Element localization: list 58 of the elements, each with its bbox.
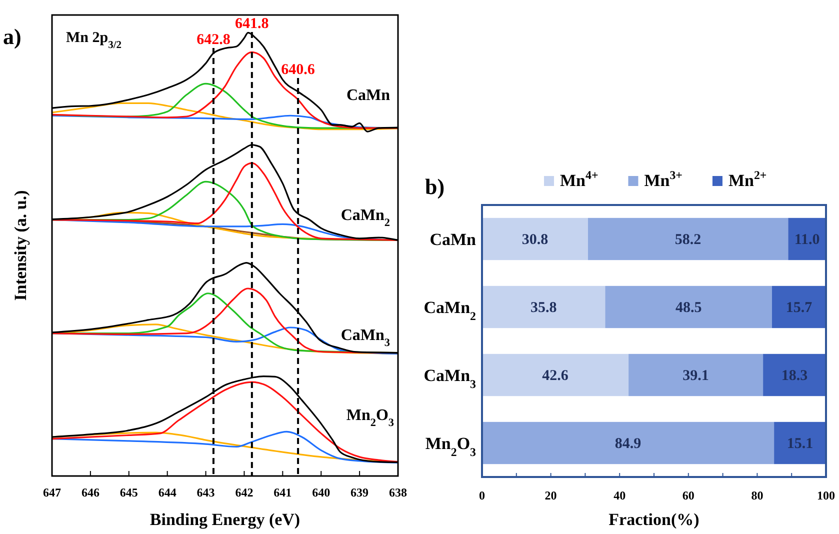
data-label: 11.0 <box>794 232 820 248</box>
x-tick-label: 60 <box>682 488 694 503</box>
x-axis-title: Binding Energy (eV) <box>150 510 300 529</box>
annotation: Mn 2p$_{3/2}$ <box>66 30 122 50</box>
y-axis-title: Intensity (a. u.) <box>11 190 30 301</box>
annotation: CaMn <box>346 87 390 104</box>
legend-label: Mn$^{4+}$ <box>560 168 598 190</box>
bar <box>588 218 788 260</box>
y-tick-label: CaMn$_{2}$ <box>424 298 476 323</box>
data-label: 58.2 <box>674 232 702 248</box>
ref-line-label: 640.6 <box>281 62 316 78</box>
bar <box>482 422 774 464</box>
legend-label: Mn$^{3+}$ <box>644 168 683 190</box>
data-label: 84.9 <box>614 436 642 452</box>
bar <box>774 422 826 464</box>
x-tick-label: 0 <box>479 488 485 503</box>
x-tick-label: 644 <box>158 486 176 500</box>
data-label: 15.7 <box>786 300 813 316</box>
y-tick-label: CaMn$_{3}$ <box>424 366 476 391</box>
data-label: 42.6 <box>542 368 569 384</box>
legend-label: Mn$^{2+}$ <box>728 168 767 190</box>
bar <box>482 286 606 328</box>
x-tick-label: 642 <box>235 486 254 500</box>
x-tick-label: 20 <box>544 488 557 503</box>
x-tick-label: 80 <box>751 488 764 503</box>
bar <box>763 354 826 396</box>
x-tick-label: 638 <box>389 486 407 500</box>
data-label: 39.1 <box>682 368 709 384</box>
bar <box>628 354 764 396</box>
x-tick-label: 640 <box>312 486 330 500</box>
ref-line-label: 642.8 <box>196 32 230 48</box>
y-tick-label: Mn$_{2}$O$_{3}$ <box>425 434 476 459</box>
ref-line-label: 641.8 <box>235 16 269 32</box>
y-tick-label: CaMn <box>430 230 477 249</box>
annotation: Mn$_{2}$O$_{3}$ <box>346 407 394 429</box>
x-tick-label: 100 <box>817 488 835 503</box>
bar <box>482 218 588 260</box>
x-tick-label: 641 <box>274 486 292 500</box>
x-tick-label: 645 <box>120 486 138 500</box>
text: b) <box>425 174 445 199</box>
data-label: 35.8 <box>530 300 557 316</box>
data-label: 48.5 <box>675 300 702 316</box>
data-label: 30.8 <box>522 232 548 248</box>
x-tick-label: 646 <box>81 486 100 500</box>
text: a) <box>3 24 22 49</box>
bar <box>772 286 826 328</box>
bar <box>605 286 772 328</box>
x-tick-label: 40 <box>614 488 626 503</box>
annotation: CaMn$_{3}$ <box>340 327 390 349</box>
data-label: 15.1 <box>786 436 814 452</box>
annotation: CaMn$_{2}$ <box>340 207 390 229</box>
x-tick-label: 643 <box>196 486 215 500</box>
bar <box>788 218 826 260</box>
x-tick-label: 639 <box>350 486 369 500</box>
data-label: 18.3 <box>781 368 808 384</box>
x-axis-title: Fraction(%) <box>608 510 700 529</box>
x-tick-label: 647 <box>43 486 61 500</box>
bar <box>482 354 629 396</box>
